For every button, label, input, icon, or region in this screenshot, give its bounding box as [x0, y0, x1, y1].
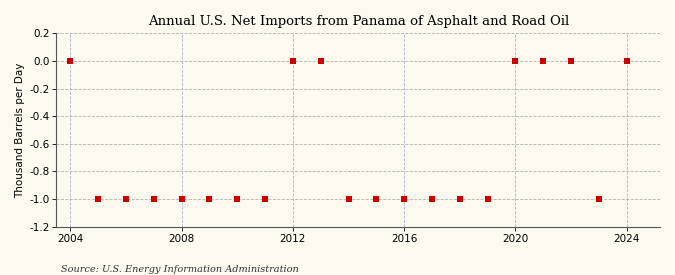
Text: Source: U.S. Energy Information Administration: Source: U.S. Energy Information Administ… [61, 265, 298, 274]
Y-axis label: Thousand Barrels per Day: Thousand Barrels per Day [15, 62, 25, 198]
Title: Annual U.S. Net Imports from Panama of Asphalt and Road Oil: Annual U.S. Net Imports from Panama of A… [148, 15, 569, 28]
